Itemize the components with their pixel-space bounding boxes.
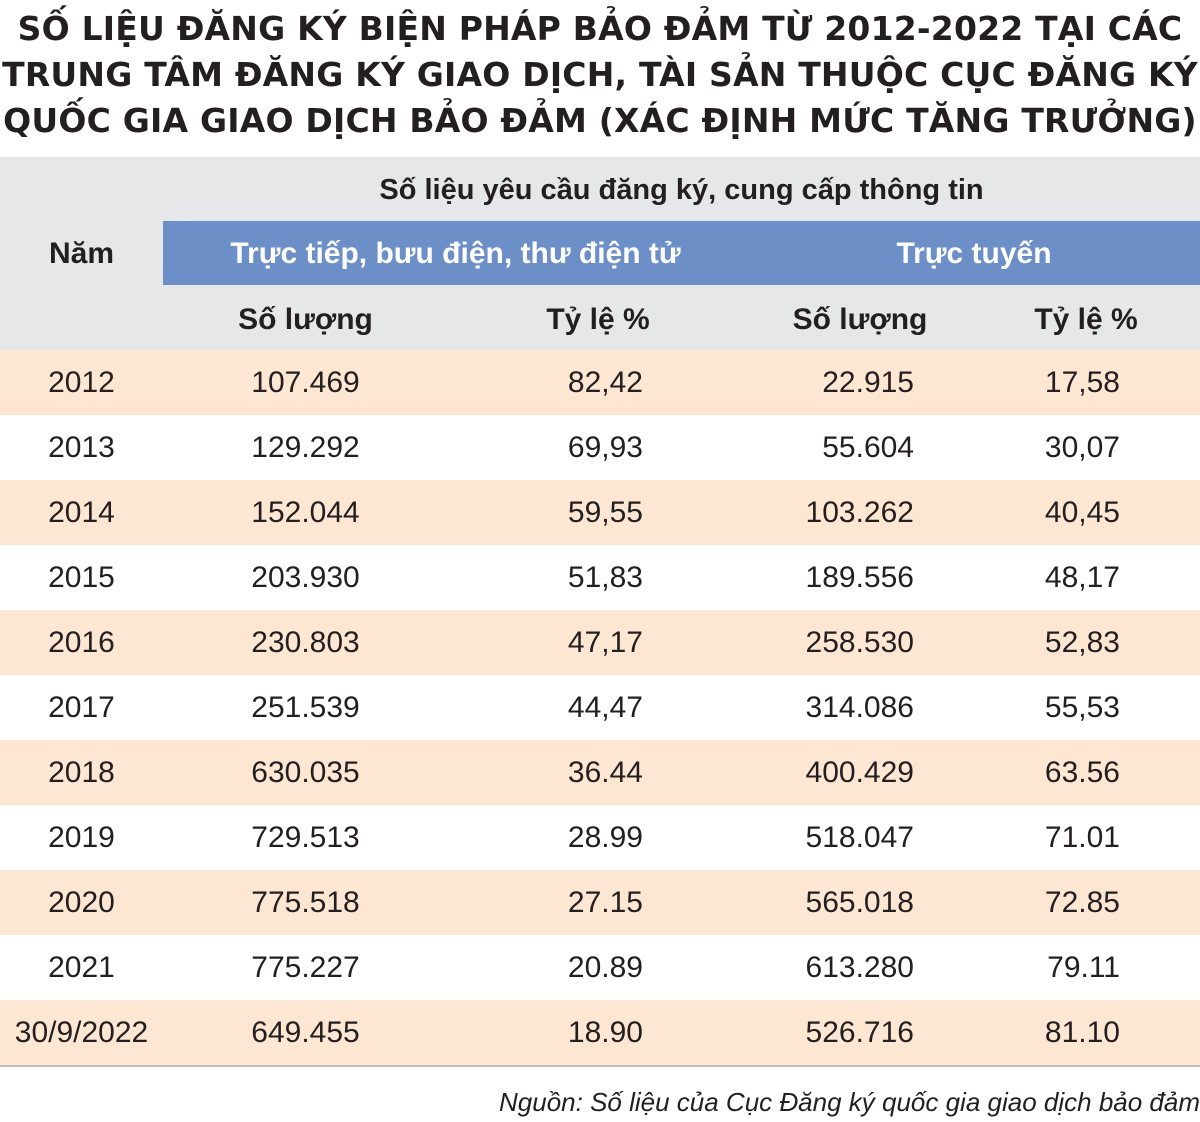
direct-pct-cell: 28.99 [567, 821, 643, 854]
direct-pct-cell: 20.89 [567, 951, 643, 984]
online-count-cell: 189.556 [805, 561, 914, 594]
online-count-cell: 258.530 [805, 626, 914, 659]
year-cell: 2016 [48, 626, 115, 659]
title-line-3: QUỐC GIA GIAO DỊCH BẢO ĐẢM (XÁC ĐỊNH MỨC… [3, 101, 1197, 140]
direct-pct-cell: 59,55 [567, 496, 643, 529]
table-bottom-rule [0, 1065, 1200, 1067]
year-cell: 2018 [48, 756, 115, 789]
source-note: Nguồn: Số liệu của Cục Đăng ký quốc gia … [499, 1087, 1200, 1117]
direct-count-cell: 251.539 [251, 691, 360, 724]
table-row: 2020 775.518 27.15 565.018 72.85 [0, 870, 1200, 935]
year-cell: 2012 [48, 366, 115, 399]
direct-count-cell: 775.227 [251, 951, 360, 984]
table-row: 2019 729.513 28.99 518.047 71.01 [0, 805, 1200, 870]
direct-pct-cell: 51,83 [567, 561, 643, 594]
table-row: 2012 107.469 82,42 22.915 17,58 [0, 350, 1200, 415]
header-online-count: Số lượng [792, 303, 928, 336]
header-top-label: Số liệu yêu cầu đăng ký, cung cấp thông … [379, 174, 984, 206]
year-cell: 2013 [48, 431, 115, 464]
direct-count-cell: 152.044 [251, 496, 360, 529]
online-count-cell: 400.429 [805, 756, 914, 789]
direct-pct-cell: 18.90 [567, 1016, 643, 1049]
table-row: 2013 129.292 69,93 55.604 30,07 [0, 415, 1200, 480]
online-pct-cell: 40,45 [1044, 496, 1120, 529]
year-cell: 2019 [48, 821, 115, 854]
year-cell: 30/9/2022 [14, 1016, 149, 1049]
direct-pct-cell: 47,17 [567, 626, 643, 659]
header-direct-count: Số lượng [238, 303, 373, 336]
online-count-cell: 526.716 [805, 1016, 914, 1049]
header-year: Năm [48, 237, 115, 270]
header-group-online: Trực tuyến [896, 237, 1052, 270]
title-line-1: SỐ LIỆU ĐĂNG KÝ BIỆN PHÁP BẢO ĐẢM TỪ 201… [17, 9, 1183, 48]
online-pct-cell: 17,58 [1044, 366, 1120, 399]
direct-count-cell: 630.035 [251, 756, 360, 789]
table-row: 2017 251.539 44,47 314.086 55,53 [0, 675, 1200, 740]
table-row: 2018 630.035 36.44 400.429 63.56 [0, 740, 1200, 805]
header-direct-pct: Tỷ lệ % [546, 303, 650, 336]
online-pct-cell: 52,83 [1044, 626, 1120, 659]
direct-count-cell: 649.455 [251, 1016, 360, 1049]
online-pct-cell: 79.11 [1047, 951, 1120, 984]
online-pct-cell: 63.56 [1044, 756, 1120, 789]
online-count-cell: 314.086 [805, 691, 914, 724]
table-row: 2021 775.227 20.89 613.280 79.11 [0, 935, 1200, 1000]
direct-count-cell: 230.803 [251, 626, 360, 659]
online-count-cell: 103.262 [805, 496, 914, 529]
online-count-cell: 22.915 [822, 366, 914, 399]
online-pct-cell: 71.01 [1044, 821, 1120, 854]
direct-pct-cell: 82,42 [567, 366, 643, 399]
year-cell: 2021 [48, 951, 115, 984]
online-count-cell: 613.280 [805, 951, 914, 984]
table-row: 30/9/2022 649.455 18.90 526.716 81.10 [0, 1000, 1200, 1065]
direct-pct-cell: 27.15 [567, 886, 643, 919]
online-count-cell: 565.018 [805, 886, 914, 919]
direct-pct-cell: 44,47 [567, 691, 643, 724]
table-row: 2014 152.044 59,55 103.262 40,45 [0, 480, 1200, 545]
year-cell: 2017 [48, 691, 115, 724]
online-pct-cell: 48,17 [1044, 561, 1120, 594]
online-count-cell: 55.604 [822, 431, 914, 464]
online-pct-cell: 81.10 [1044, 1016, 1120, 1049]
year-cell: 2014 [48, 496, 115, 529]
title-line-2: TRUNG TÂM ĐĂNG KÝ GIAO DỊCH, TÀI SẢN THU… [2, 55, 1198, 94]
direct-pct-cell: 69,93 [567, 431, 643, 464]
header-online-pct: Tỷ lệ % [1034, 303, 1138, 336]
online-pct-cell: 30,07 [1044, 431, 1120, 464]
header-group-direct: Trực tiếp, bưu điện, thư điện tử [230, 237, 681, 270]
year-cell: 2020 [48, 886, 115, 919]
table-row: 2015 203.930 51,83 189.556 48,17 [0, 545, 1200, 610]
direct-count-cell: 729.513 [251, 821, 360, 854]
online-count-cell: 518.047 [805, 821, 914, 854]
year-cell: 2015 [48, 561, 115, 594]
group-header-bar [163, 221, 1200, 285]
direct-count-cell: 129.292 [251, 431, 360, 464]
table-row: 2016 230.803 47,17 258.530 52,83 [0, 610, 1200, 675]
online-pct-cell: 55,53 [1044, 691, 1120, 724]
online-pct-cell: 72.85 [1044, 886, 1120, 919]
direct-pct-cell: 36.44 [567, 756, 643, 789]
direct-count-cell: 107.469 [251, 366, 360, 399]
direct-count-cell: 775.518 [251, 886, 360, 919]
direct-count-cell: 203.930 [251, 561, 360, 594]
table-title: SỐ LIỆU ĐĂNG KÝ BIỆN PHÁP BẢO ĐẢM TỪ 201… [0, 6, 1200, 144]
